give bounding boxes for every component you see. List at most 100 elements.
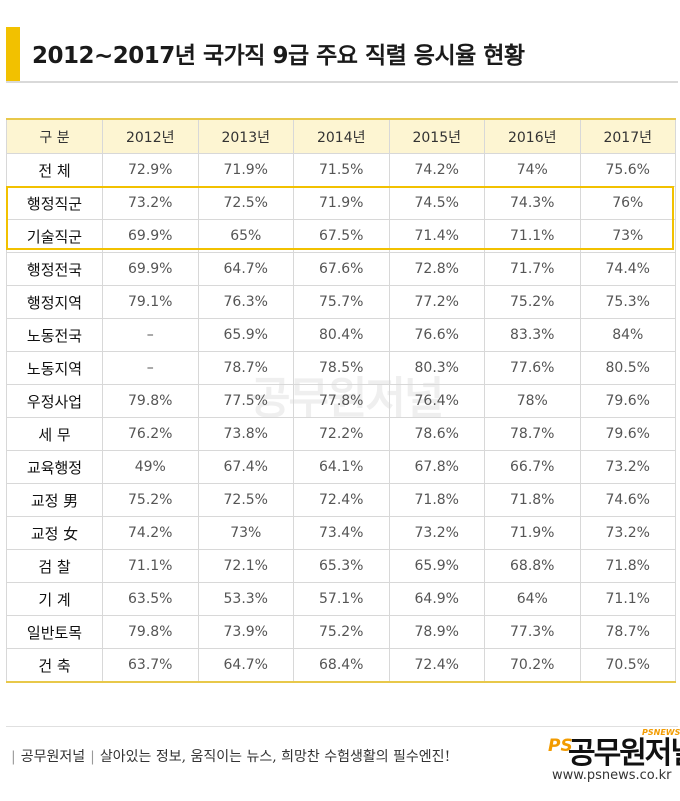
- rate-cell: 77.8%: [293, 384, 390, 418]
- rate-cell: 67.8%: [388, 450, 485, 484]
- header-2017: 2017년: [579, 118, 676, 154]
- rate-cell: 80.4%: [293, 318, 390, 352]
- rate-cell: 83.3%: [484, 318, 581, 352]
- rate-cell: 75.6%: [579, 153, 676, 187]
- rate-cell: 79.8%: [102, 615, 199, 649]
- rate-cell: 72.1%: [197, 549, 294, 583]
- row-category: 검 찰: [6, 549, 103, 583]
- logo-tag: PSNEWS: [642, 728, 680, 737]
- rate-cell: 73.2%: [579, 450, 676, 484]
- rate-cell: 74.2%: [388, 153, 485, 187]
- rate-cell: 72.5%: [197, 483, 294, 517]
- rate-cell: 78.6%: [388, 417, 485, 451]
- footer-separator: |: [11, 749, 16, 765]
- rate-cell: 73.4%: [293, 516, 390, 550]
- rate-cell: 71.1%: [579, 582, 676, 616]
- rate-cell: 78.9%: [388, 615, 485, 649]
- title-divider: [6, 81, 678, 83]
- rate-cell: 70.5%: [579, 648, 676, 683]
- footer-brand: 공무원저널: [20, 749, 86, 765]
- rate-cell: 73%: [579, 219, 676, 253]
- header-2014: 2014년: [293, 118, 390, 154]
- rate-cell: 74.4%: [579, 252, 676, 286]
- table-row: 행정전국 69.9% 64.7% 67.6% 72.8% 71.7% 74.4%: [6, 252, 676, 286]
- rate-cell: 71.4%: [388, 219, 485, 253]
- rate-cell: 75.2%: [293, 615, 390, 649]
- rate-cell: 77.6%: [484, 351, 581, 385]
- rate-cell: 84%: [579, 318, 676, 352]
- rate-cell: 73%: [197, 516, 294, 550]
- table-row: 기 계 63.5% 53.3% 57.1% 64.9% 64% 71.1%: [6, 582, 676, 616]
- table-row: 건 축 63.7% 64.7% 68.4% 72.4% 70.2% 70.5%: [6, 648, 676, 683]
- rate-cell: 74.2%: [102, 516, 199, 550]
- rate-cell: 72.4%: [293, 483, 390, 517]
- rate-cell: 80.5%: [579, 351, 676, 385]
- rate-cell: 73.2%: [388, 516, 485, 550]
- rate-cell: 65.3%: [293, 549, 390, 583]
- rate-cell: 71.1%: [102, 549, 199, 583]
- row-category: 우정사업: [6, 384, 103, 418]
- rate-cell: 80.3%: [388, 351, 485, 385]
- row-category: 교정 女: [6, 516, 103, 550]
- footer-separator: |: [90, 749, 95, 765]
- rate-cell: 76.2%: [102, 417, 199, 451]
- rate-cell: 76%: [579, 186, 676, 220]
- table-body: 전 체 72.9% 71.9% 71.5% 74.2% 74% 75.6% 행정직군 73.2%…: [6, 153, 676, 683]
- rate-cell: 65.9%: [197, 318, 294, 352]
- table-row: 전 체 72.9% 71.9% 71.5% 74.2% 74% 75.6%: [6, 153, 676, 187]
- row-category: 행정직군: [6, 186, 103, 220]
- rate-cell: –: [102, 351, 199, 385]
- rate-cell: 65%: [197, 219, 294, 253]
- rate-cell: 68.8%: [484, 549, 581, 583]
- rate-cell: 71.9%: [484, 516, 581, 550]
- rate-cell: 79.8%: [102, 384, 199, 418]
- rate-cell: 78.7%: [197, 351, 294, 385]
- rate-cell: 75.7%: [293, 285, 390, 319]
- table-row: 기술직군 69.9% 65% 67.5% 71.4% 71.1% 73%: [6, 219, 676, 253]
- footer-slogan-text: 살아있는 정보, 움직이는 뉴스, 희망찬 수험생활의 필수엔진!: [99, 749, 451, 765]
- rate-cell: –: [102, 318, 199, 352]
- row-category: 기술직군: [6, 219, 103, 253]
- header-2016: 2016년: [484, 118, 581, 154]
- rate-cell: 67.5%: [293, 219, 390, 253]
- rate-cell: 67.4%: [197, 450, 294, 484]
- rate-cell: 64%: [484, 582, 581, 616]
- logo-name: 공무원저널: [568, 736, 680, 771]
- rate-cell: 73.2%: [102, 186, 199, 220]
- table-row: 행정지역 79.1% 76.3% 75.7% 77.2% 75.2% 75.3%: [6, 285, 676, 319]
- rate-cell: 77.5%: [197, 384, 294, 418]
- rate-cell: 72.8%: [388, 252, 485, 286]
- rate-cell: 75.2%: [484, 285, 581, 319]
- row-category: 건 축: [6, 648, 103, 683]
- rate-cell: 71.9%: [293, 186, 390, 220]
- table-row: 우정사업 79.8% 77.5% 77.8% 76.4% 78% 79.6%: [6, 384, 676, 418]
- rate-cell: 79.6%: [579, 417, 676, 451]
- rate-cell: 74%: [484, 153, 581, 187]
- row-category: 기 계: [6, 582, 103, 616]
- rate-cell: 63.7%: [102, 648, 199, 683]
- row-category: 행정전국: [6, 252, 103, 286]
- row-category: 일반토목: [6, 615, 103, 649]
- rate-cell: 69.9%: [102, 252, 199, 286]
- rate-cell: 69.9%: [102, 219, 199, 253]
- rate-cell: 71.8%: [484, 483, 581, 517]
- title-accent-bar: [6, 27, 20, 83]
- rate-cell: 57.1%: [293, 582, 390, 616]
- rate-cell: 74.6%: [579, 483, 676, 517]
- rate-cell: 76.4%: [388, 384, 485, 418]
- rate-cell: 79.6%: [579, 384, 676, 418]
- header-2015: 2015년: [388, 118, 485, 154]
- rate-cell: 77.3%: [484, 615, 581, 649]
- table-row: 행정직군 73.2% 72.5% 71.9% 74.5% 74.3% 76%: [6, 186, 676, 220]
- rate-cell: 66.7%: [484, 450, 581, 484]
- rate-cell: 72.4%: [388, 648, 485, 683]
- rate-cell: 71.8%: [579, 549, 676, 583]
- table-row: 세 무 76.2% 73.8% 72.2% 78.6% 78.7% 79.6%: [6, 417, 676, 451]
- rate-cell: 72.9%: [102, 153, 199, 187]
- table-row: 검 찰 71.1% 72.1% 65.3% 65.9% 68.8% 71.8%: [6, 549, 676, 583]
- rate-cell: 72.2%: [293, 417, 390, 451]
- logo-mark: PS: [548, 736, 573, 756]
- table-row: 일반토목 79.8% 73.9% 75.2% 78.9% 77.3% 78.7%: [6, 615, 676, 649]
- rate-cell: 71.7%: [484, 252, 581, 286]
- row-category: 교육행정: [6, 450, 103, 484]
